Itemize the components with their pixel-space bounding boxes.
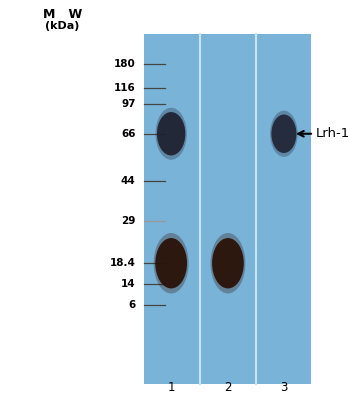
Text: Lrh-1: Lrh-1 [316, 127, 348, 140]
Ellipse shape [156, 108, 187, 160]
Text: 180: 180 [114, 59, 136, 69]
Text: 14: 14 [121, 279, 136, 289]
Text: 1: 1 [167, 381, 175, 394]
Text: 66: 66 [121, 129, 136, 139]
Text: 44: 44 [121, 176, 136, 186]
Ellipse shape [155, 238, 187, 288]
Ellipse shape [271, 114, 296, 153]
Ellipse shape [211, 233, 245, 294]
Text: M   W: M W [43, 8, 82, 20]
Ellipse shape [270, 111, 298, 157]
Ellipse shape [154, 233, 189, 294]
Text: 6: 6 [128, 300, 136, 310]
Ellipse shape [212, 238, 244, 288]
Text: 3: 3 [280, 381, 287, 394]
Text: 18.4: 18.4 [110, 258, 136, 268]
Ellipse shape [157, 112, 185, 156]
Text: 116: 116 [114, 83, 136, 93]
Text: 97: 97 [121, 99, 136, 109]
Bar [144, 34, 311, 384]
Text: 29: 29 [121, 216, 136, 226]
Text: 2: 2 [224, 381, 232, 394]
Text: (kDa): (kDa) [46, 21, 80, 31]
